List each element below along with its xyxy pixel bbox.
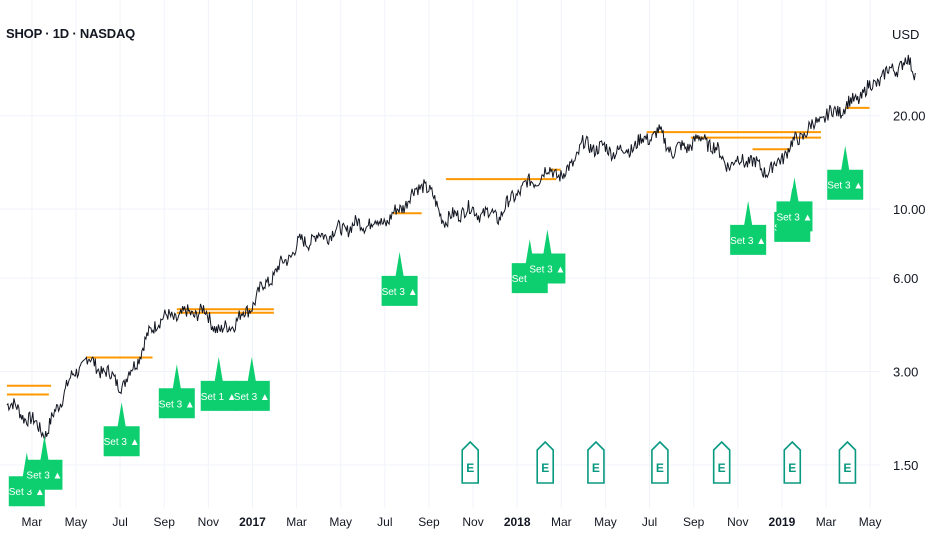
x-tick-label: Mar [22, 515, 43, 529]
earnings-marker[interactable]: E [536, 440, 555, 484]
earnings-shape [587, 440, 605, 484]
x-tick-label: Nov [462, 515, 483, 529]
earnings-shape [461, 440, 479, 484]
earnings-shape [712, 440, 731, 484]
signal-text: Set 3 ▲ [234, 392, 270, 403]
signal-shape [233, 356, 270, 411]
signal-label[interactable]: Set 3 ▲ [776, 177, 813, 232]
y-axis: 20.00 10.00 6.00 3.00 1.50 [893, 109, 926, 473]
signal-label[interactable]: Set 3 ▲ [233, 356, 270, 411]
y-tick-label: 6.00 [893, 271, 918, 286]
x-tick-label: 2017 [239, 515, 266, 529]
signal-label[interactable]: Set 3 ▲ [827, 145, 864, 200]
signal-text: Set 1 ▲ [201, 392, 237, 403]
signal-text: Set 3 ▲ [382, 287, 418, 298]
earnings-letter: E [843, 461, 851, 475]
x-tick-label: Sep [683, 515, 705, 529]
signal-shape [26, 435, 63, 490]
signal-shape [158, 364, 195, 419]
signal-label[interactable]: Set 3 ▲ [26, 435, 63, 490]
earnings-letter: E [788, 461, 796, 475]
x-tick-label: 2019 [769, 515, 796, 529]
x-tick-label: Nov [198, 515, 219, 529]
signal-label[interactable]: Set 3 ▲ [158, 364, 195, 419]
earnings-marker[interactable]: E [587, 440, 605, 484]
earnings-marker[interactable]: E [712, 440, 731, 484]
signal-shape [200, 356, 237, 411]
signal-shape [529, 229, 566, 284]
earnings-shape [536, 440, 555, 484]
x-tick-label: May [65, 515, 88, 529]
x-tick-label: Mar [286, 515, 307, 529]
x-tick-label: Nov [727, 515, 748, 529]
earnings-marker[interactable]: E [783, 440, 802, 484]
x-tick-label: May [859, 515, 882, 529]
x-tick-label: Jul [642, 515, 657, 529]
earnings-shape [651, 440, 669, 484]
signal-label[interactable]: Set 3 ▲ [529, 229, 566, 284]
signal-shape [381, 251, 418, 306]
signal-label[interactable]: Set 1 ▲ [200, 356, 237, 411]
earnings-letter: E [718, 461, 726, 475]
earnings-letter: E [466, 461, 474, 475]
signal-label[interactable]: Set 3 ▲ [381, 251, 418, 306]
signal-text: Set 3 ▲ [776, 212, 812, 223]
signal-shape [827, 145, 864, 200]
y-tick-label: 10.00 [893, 202, 926, 217]
y-tick-label: 20.00 [893, 109, 926, 124]
currency-label[interactable]: USD [892, 27, 920, 42]
x-tick-label: Jul [377, 515, 392, 529]
signal-text: Set 3 ▲ [730, 236, 766, 247]
earnings-marker[interactable]: E [838, 440, 857, 484]
earnings-letter: E [656, 461, 664, 475]
x-tick-label: May [329, 515, 352, 529]
earnings-letter: E [592, 461, 600, 475]
earnings-marker[interactable]: E [651, 440, 669, 484]
signal-text: Set 3 ▲ [104, 437, 140, 448]
signal-label[interactable]: Set 3 ▲ [730, 200, 767, 255]
signal-shape [776, 177, 813, 232]
x-tick-label: May [594, 515, 617, 529]
price-series-line [6, 54, 916, 440]
signal-label[interactable]: Set 3 ▲ [103, 402, 140, 457]
x-tick-label: 2018 [504, 515, 531, 529]
y-tick-label: 3.00 [893, 365, 918, 380]
signal-labels[interactable]: Set 3 ▲Set 3 ▲Set 3 ▲Set 3 ▲Set 1 ▲Set 3… [9, 145, 864, 507]
signal-text: Set 3 ▲ [827, 181, 863, 192]
signal-text: Set 3 ▲ [159, 399, 195, 410]
x-tick-label: Mar [551, 515, 572, 529]
x-tick-label: Sep [418, 515, 440, 529]
y-tick-label: 1.50 [893, 458, 918, 473]
x-tick-label: Jul [112, 515, 127, 529]
x-tick-label: Sep [154, 515, 176, 529]
earnings-letter: E [541, 461, 549, 475]
earnings-shape [783, 440, 802, 484]
symbol-title[interactable]: SHOP · 1D · NASDAQ [6, 26, 136, 41]
signal-text: Set 3 ▲ [26, 471, 62, 482]
x-tick-label: Mar [816, 515, 837, 529]
signal-shape [103, 402, 140, 457]
signal-text: Set 3 ▲ [529, 264, 565, 275]
earnings-marker[interactable]: E [461, 440, 479, 484]
earnings-shape [838, 440, 857, 484]
x-axis: Mar May Jul Sep Nov 2017 Mar May Jul Sep Nov 2018 Ma… [22, 515, 882, 529]
signal-text: Set 3 ▲ [9, 487, 45, 498]
signal-shape [730, 200, 767, 255]
